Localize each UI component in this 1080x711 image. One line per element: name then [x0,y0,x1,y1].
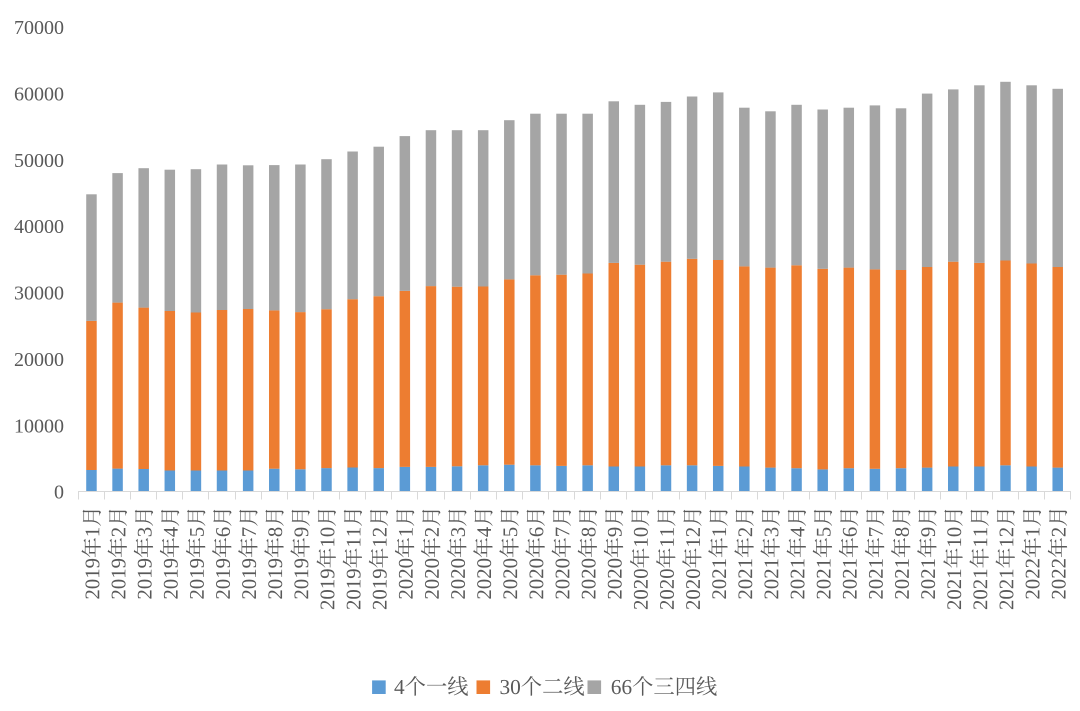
svg-text:40000: 40000 [14,216,64,238]
svg-text:0: 0 [54,482,64,504]
svg-text:60000: 60000 [14,84,64,106]
svg-text:20000: 20000 [14,349,64,371]
svg-text:50000: 50000 [14,150,64,172]
svg-text:10000: 10000 [14,415,64,437]
svg-text:30000: 30000 [14,283,64,305]
svg-text:70000: 70000 [14,17,64,39]
